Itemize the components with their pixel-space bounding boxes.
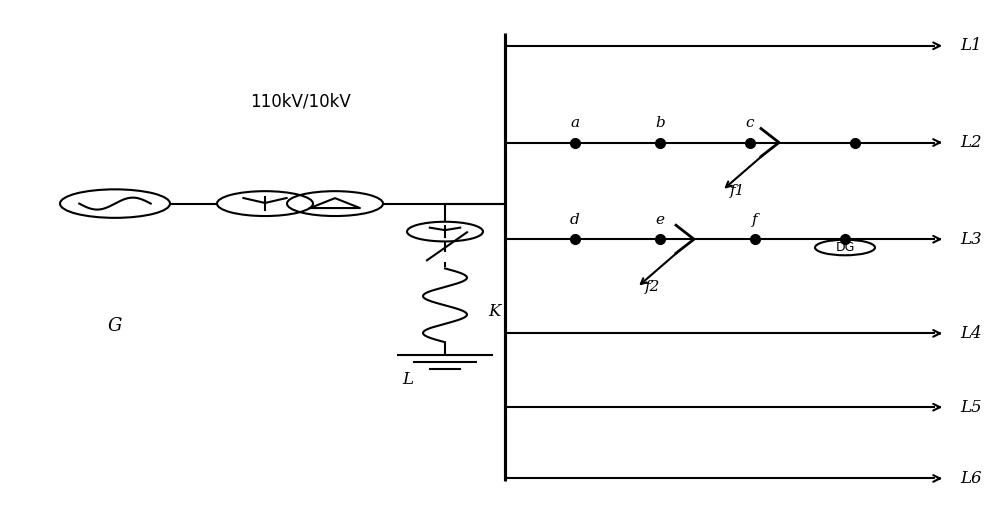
Text: L5: L5 bbox=[960, 399, 982, 416]
Text: a: a bbox=[570, 116, 580, 130]
Text: L3: L3 bbox=[960, 231, 982, 248]
Text: DG: DG bbox=[835, 241, 855, 254]
Text: L: L bbox=[402, 371, 413, 388]
Text: f: f bbox=[752, 213, 758, 227]
Text: b: b bbox=[655, 116, 665, 130]
Text: 110kV/10kV: 110kV/10kV bbox=[250, 93, 350, 111]
Text: G: G bbox=[108, 317, 122, 335]
Text: d: d bbox=[570, 213, 580, 227]
Text: K: K bbox=[488, 303, 500, 320]
Text: c: c bbox=[746, 116, 754, 130]
Text: L2: L2 bbox=[960, 134, 982, 151]
Text: e: e bbox=[656, 213, 664, 227]
Text: L6: L6 bbox=[960, 470, 982, 487]
Text: f2: f2 bbox=[645, 280, 660, 294]
Text: L4: L4 bbox=[960, 325, 982, 342]
Text: f1: f1 bbox=[730, 184, 745, 197]
Text: L1: L1 bbox=[960, 37, 982, 54]
